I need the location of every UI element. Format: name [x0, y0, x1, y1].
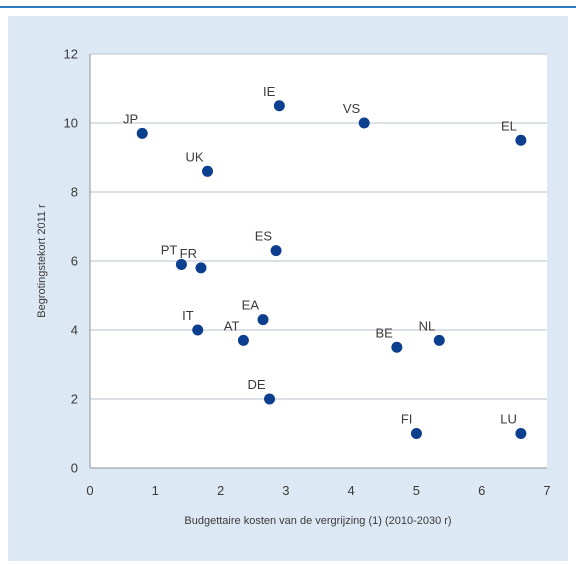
point-label-de: DE: [247, 377, 265, 392]
x-tick-label: 3: [282, 483, 289, 498]
y-tick-label: 4: [71, 323, 78, 338]
x-tick-label: 5: [413, 483, 420, 498]
data-point-vs: [358, 117, 370, 129]
data-point-ie: [273, 100, 285, 112]
data-point-pt: [175, 258, 187, 270]
x-tick-label: 1: [152, 483, 159, 498]
y-tick-label: 2: [71, 392, 78, 407]
data-point-fi: [410, 428, 422, 439]
data-point-be: [391, 341, 403, 353]
point-label-lu: LU: [500, 412, 517, 427]
x-tick-label: 6: [478, 483, 485, 498]
x-tick-label: 2: [217, 483, 224, 498]
point-label-jp: JP: [123, 111, 138, 126]
data-point-it: [192, 324, 204, 336]
data-point-ea: [257, 314, 269, 326]
accent-rule: [0, 6, 576, 8]
point-label-fi: FI: [401, 412, 413, 427]
data-point-el: [515, 134, 527, 146]
point-label-ea: EA: [242, 298, 260, 313]
data-point-fr: [195, 262, 207, 274]
point-label-fr: FR: [180, 246, 197, 261]
y-tick-label: 8: [71, 185, 78, 200]
point-label-nl: NL: [419, 318, 436, 333]
x-axis-label: Budgettaire kosten van de vergrijzing (1…: [184, 515, 451, 527]
point-label-es: ES: [255, 229, 273, 244]
data-point-lu: [515, 428, 527, 439]
data-point-es: [270, 245, 282, 257]
point-label-at: AT: [224, 318, 240, 333]
x-tick-label: 7: [543, 483, 550, 498]
x-tick-label: 0: [86, 483, 93, 498]
point-label-ie: IE: [263, 84, 276, 99]
y-tick-label: 12: [64, 47, 78, 62]
data-point-at: [237, 334, 249, 346]
point-label-be: BE: [375, 325, 393, 340]
y-tick-label: 6: [71, 254, 78, 269]
point-label-el: EL: [501, 118, 517, 133]
y-tick-label: 0: [71, 461, 78, 476]
point-label-uk: UK: [185, 149, 203, 164]
x-tick-labels: 0 1 2 3 4 5 6 7: [86, 483, 550, 498]
y-tick-labels: 0 2 4 6 8 10 12: [64, 47, 78, 476]
y-axis-label: Begrotingstekort 2011 r: [36, 204, 48, 318]
x-tick-label: 4: [348, 483, 355, 498]
data-point-jp: [136, 127, 148, 139]
point-label-it: IT: [182, 308, 194, 323]
point-label-pt: PT: [161, 242, 178, 257]
data-point-nl: [433, 334, 445, 346]
gridlines: [90, 53, 547, 400]
point-label-vs: VS: [343, 101, 361, 116]
data-point-de: [264, 393, 276, 405]
y-tick-label: 10: [64, 116, 78, 131]
data-point-uk: [202, 165, 214, 177]
